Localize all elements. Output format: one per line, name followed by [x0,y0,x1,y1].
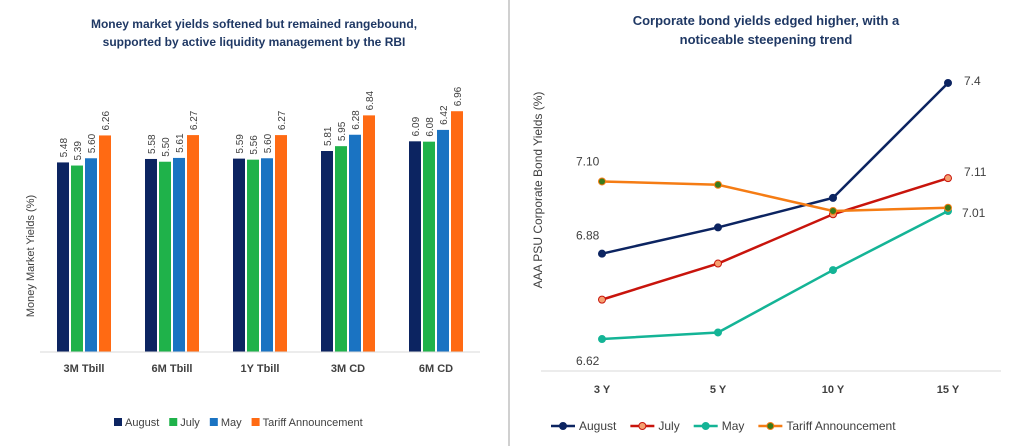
data-label-may-15-y: 7.01 [962,206,986,220]
bar-3m-tbill-august [57,162,69,352]
legend-swatch-may [209,418,218,426]
data-label-6m-cd-august: 6.09 [411,116,422,136]
bar-6m-cd-tariff-announcement [451,111,463,352]
bar-6m-tbill-july [159,161,171,352]
x-tick-label: 3M CD [331,363,365,375]
data-label-1y-tbill-august: 5.59 [235,134,246,154]
point-august-15-y [944,78,952,87]
data-label-3m-cd-august: 5.81 [323,126,334,146]
bar-1y-tbill-tariff-announcement [275,135,287,352]
line-august [601,82,949,255]
y-axis-label: AAA PSU Corporate Bond Yields (%) [531,92,545,289]
data-label-august-3-y: 6.88 [576,229,600,243]
data-label-6m-cd-may: 6.42 [439,105,450,125]
point-august-10-y [829,193,837,202]
bar-3m-cd-august [321,151,333,352]
x-tick-label: 6M Tbill [152,363,193,375]
legend-marker-may [701,422,710,430]
point-july-15-y [944,174,952,183]
bar-3m-tbill-tariff-announcement [99,135,111,352]
legend-swatch-tariff-announcement [251,418,260,426]
bar-1y-tbill-may [261,158,273,352]
legend-marker-august [559,422,567,430]
legend-label-tariff-announcement: Tariff Announcement [263,417,363,429]
bar-3m-tbill-july [71,165,83,352]
data-label-july-15-y: 7.11 [964,165,987,179]
legend-label-august: August [579,419,617,433]
legend-marker-july [638,422,647,430]
line-tariff-announcement [601,180,949,213]
bar-1y-tbill-july [247,159,259,352]
legend-label-july: July [180,417,200,429]
point-august-3-y [598,249,606,258]
bar-6m-tbill-tariff-announcement [187,135,199,352]
legend-label-july: July [658,419,679,433]
data-label-1y-tbill-tariff-announcement: 6.27 [277,110,288,130]
corporate-bond-chart-panel: Corporate bond yields edged higher, with… [511,0,1022,446]
bar-6m-tbill-august [145,158,157,352]
bar-6m-cd-august [409,141,421,352]
x-tick-label: 5 Y [710,384,727,396]
bar-3m-cd-tariff-announcement [363,115,375,352]
legend-label-may: May [722,419,745,433]
legend-marker-tariff-announcement [766,422,775,430]
x-tick-label: 10 Y [822,384,845,396]
point-july-5-y [714,259,722,268]
bar-3m-cd-july [335,146,347,352]
data-label-3m-tbill-july: 5.39 [73,141,84,161]
data-label-august-15-y: 7.4 [964,74,981,88]
data-label-3m-tbill-tariff-announcement: 6.26 [101,111,112,131]
point-tariff-announcement-3-y [598,177,606,186]
data-label-may-3-y: 6.62 [576,354,600,368]
point-may-10-y [829,266,837,275]
data-label-1y-tbill-may: 5.60 [263,133,274,153]
legend-label-may: May [221,417,242,429]
x-tick-label: 3M Tbill [64,363,105,375]
bar-3m-tbill-may [85,158,97,352]
data-label-3m-tbill-may: 5.60 [87,133,98,153]
point-may-5-y [714,328,722,337]
data-label-6m-tbill-july: 5.50 [161,137,172,157]
point-tariff-announcement-5-y [714,180,722,189]
point-may-3-y [598,335,606,344]
line-july [601,176,949,301]
data-label-3m-tbill-august: 5.48 [59,138,70,158]
money-market-bar-chart: Money market yields softened but remaine… [25,17,480,429]
data-label-3m-cd-july: 5.95 [337,121,348,141]
data-label-1y-tbill-july: 5.56 [249,135,260,155]
point-august-5-y [714,223,722,232]
x-tick-label: 6M CD [419,363,453,375]
legend-swatch-august [114,418,122,426]
corporate-bond-line-chart: Corporate bond yields edged higher, with… [531,13,1001,433]
line-may [601,209,949,341]
data-label-6m-cd-july: 6.08 [425,117,436,137]
data-label-tariff-announcement-3-y: 7.10 [576,154,600,168]
bar-3m-cd-may [349,134,361,352]
data-label-6m-tbill-may: 5.61 [175,133,186,153]
panel-divider [508,0,510,446]
bar-6m-cd-may [437,129,449,352]
legend-swatch-july [169,418,178,426]
point-july-3-y [598,295,606,304]
x-tick-label: 3 Y [594,384,611,396]
legend-label-august: August [125,417,159,429]
point-tariff-announcement-10-y [829,207,837,215]
x-tick-label: 15 Y [937,384,960,396]
chart-title: Money market yields softened but remaine… [91,17,417,49]
data-label-6m-cd-tariff-announcement: 6.96 [453,86,464,106]
data-label-3m-cd-may: 6.28 [351,110,362,130]
data-label-6m-tbill-tariff-announcement: 6.27 [189,110,200,130]
bar-1y-tbill-august [233,158,245,352]
data-label-3m-cd-tariff-announcement: 6.84 [365,90,376,110]
y-axis-label: Money Market Yields (%) [25,195,37,317]
data-label-6m-tbill-august: 5.58 [147,134,158,154]
point-tariff-announcement-15-y [944,203,952,212]
chart-title: Corporate bond yields edged higher, with… [633,13,900,47]
x-tick-label: 1Y Tbill [241,363,280,375]
legend-label-tariff-announcement: Tariff Announcement [786,419,896,433]
bar-6m-cd-july [423,141,435,352]
money-market-chart-panel: Money market yields softened but remaine… [0,0,508,446]
bar-6m-tbill-may [173,157,185,352]
